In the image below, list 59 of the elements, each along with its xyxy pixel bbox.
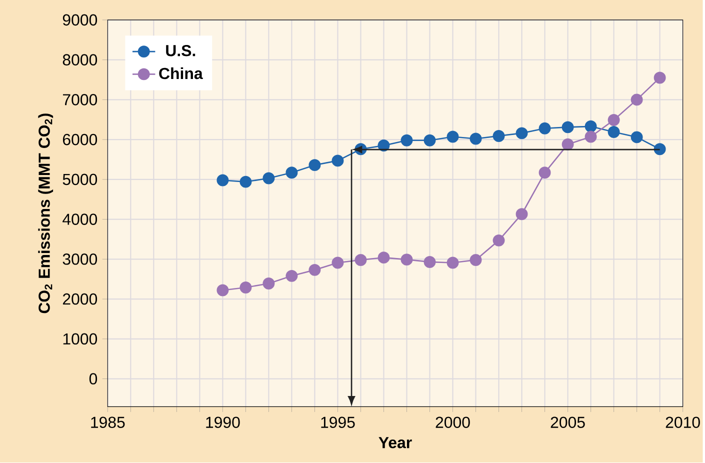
y-tick-label: 1000 [63, 334, 98, 345]
point [538, 166, 551, 179]
point [608, 126, 620, 138]
x-tick-label: 1985 [91, 416, 125, 428]
x-tick-label: 2000 [436, 416, 470, 428]
point [630, 94, 643, 106]
point [240, 176, 252, 188]
point [654, 72, 666, 84]
x-tick-label: 1990 [206, 416, 240, 428]
point [654, 143, 666, 156]
point [240, 282, 252, 294]
point [424, 134, 436, 147]
point [446, 257, 459, 269]
point [492, 130, 505, 142]
point [538, 122, 551, 135]
point [286, 270, 298, 282]
point [354, 254, 367, 266]
y-tick-label: 2000 [62, 294, 98, 305]
point [378, 252, 390, 264]
point [262, 278, 275, 290]
x-axis-title: Year [378, 437, 412, 448]
x-tick-label: 2005 [550, 416, 585, 428]
legend-label: U.S. [166, 45, 196, 56]
y-tick-label: 0 [89, 373, 98, 385]
point [470, 254, 482, 266]
x-tick-label: 1995 [321, 416, 355, 428]
legend-label: China [159, 68, 203, 80]
point [216, 174, 229, 186]
y-tick-label: 5000 [62, 174, 98, 186]
x-tick-label: 2010 [666, 416, 700, 428]
y-tick-label: 4000 [62, 214, 98, 226]
point [584, 120, 597, 133]
point [424, 256, 436, 268]
point [400, 134, 413, 147]
point [286, 166, 298, 179]
point [516, 208, 528, 220]
point [378, 140, 390, 152]
y-tick-label: 6000 [62, 134, 98, 146]
point [470, 133, 482, 145]
point [584, 131, 597, 143]
point [400, 254, 413, 266]
y-tick-label: 9000 [62, 14, 98, 26]
point [608, 114, 620, 126]
point [562, 121, 574, 134]
y-tick-label: 3000 [62, 254, 98, 266]
point [562, 138, 574, 151]
point [332, 154, 344, 167]
point [216, 284, 229, 296]
point [308, 159, 321, 172]
y-tick-label: 7000 [62, 94, 98, 106]
point [332, 257, 344, 269]
point [516, 127, 528, 140]
y-tick-label: 8000 [62, 54, 98, 66]
point [492, 234, 505, 247]
point [446, 131, 459, 143]
point [262, 172, 275, 184]
point [308, 264, 321, 276]
y-axis-title: CO$_{2}$ Emissions (MMT CO$_{2}$) [38, 114, 54, 314]
point [630, 131, 643, 144]
